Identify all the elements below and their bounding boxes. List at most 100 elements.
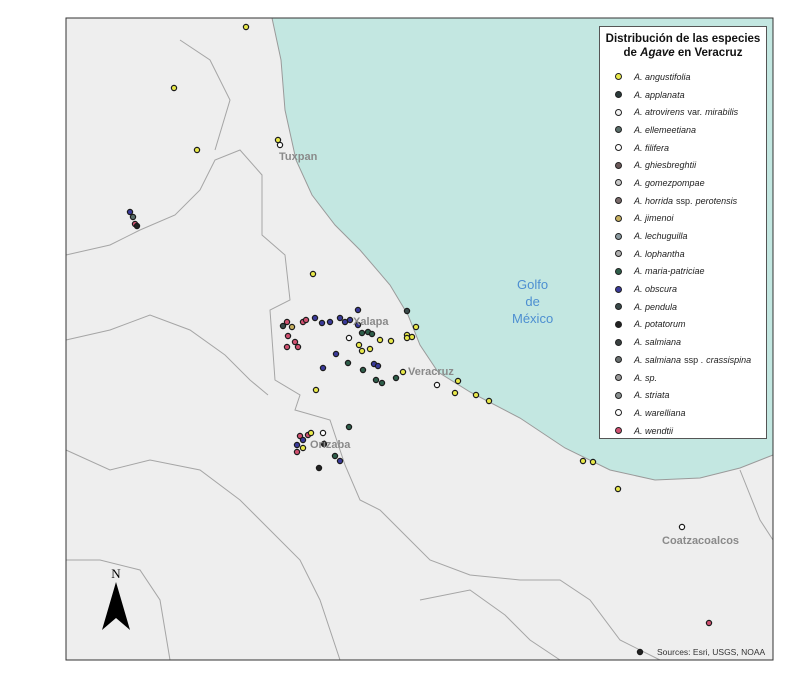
occurrence-point <box>288 323 296 331</box>
species-name: A. sp. <box>634 372 658 383</box>
occurrence-point <box>326 318 334 326</box>
legend-item: A. jimenoi <box>600 210 766 228</box>
species-name: A. striata <box>634 390 670 401</box>
occurrence-point <box>344 359 352 367</box>
occurrence-point <box>372 376 380 384</box>
occurrence-point <box>318 319 326 327</box>
occurrence-point <box>129 213 137 221</box>
map-frame <box>65 17 774 661</box>
occurrence-point <box>293 448 301 456</box>
occurrence-point <box>403 307 411 315</box>
legend-symbol-icon <box>615 108 622 116</box>
occurrence-point <box>354 321 362 329</box>
legend-symbol-icon <box>615 73 622 81</box>
legend-item: A. salmiana ssp . crassispina <box>600 351 766 369</box>
occurrence-point <box>387 337 395 345</box>
sources-attribution: Sources: Esri, USGS, NOAA <box>657 647 766 657</box>
species-name: A. potatorum <box>634 319 686 330</box>
occurrence-point <box>579 457 587 465</box>
legend-item: A. filifera <box>600 139 766 157</box>
legend-symbol-icon <box>615 303 622 311</box>
occurrence-point <box>358 329 366 337</box>
legend-item: A. angustifolia <box>600 68 766 86</box>
legend-item: A. maria-patriciae <box>600 263 766 281</box>
legend-item: A. obscura <box>600 280 766 298</box>
occurrence-points <box>126 23 713 656</box>
occurrence-point <box>359 366 367 374</box>
occurrence-point <box>589 458 597 466</box>
occurrence-point <box>193 146 201 154</box>
legend-symbol-icon <box>615 197 622 205</box>
legend-symbol-icon <box>615 427 622 435</box>
occurrence-point <box>312 386 320 394</box>
occurrence-point <box>283 343 291 351</box>
north-label: N <box>111 566 121 581</box>
occurrence-point <box>319 429 327 437</box>
occurrence-point <box>291 338 299 346</box>
species-name: A. lophantha <box>634 248 685 259</box>
species-name: A. ellemeetiana <box>634 124 697 135</box>
occurrence-point <box>293 441 301 449</box>
legend-item: A. ghiesbreghtii <box>600 156 766 174</box>
legend-title-genus: Agave <box>640 47 675 59</box>
occurrence-point <box>311 314 319 322</box>
occurrence-point <box>279 322 287 330</box>
species-name: A. horrida ssp. perotensis <box>634 195 738 206</box>
legend-symbol-icon <box>615 91 622 99</box>
legend-title-post: en Veracruz <box>674 47 743 59</box>
occurrence-point <box>332 350 340 358</box>
occurrence-point <box>242 23 250 31</box>
species-name: A. atrovirens var. mirabilis <box>634 107 739 118</box>
occurrence-point <box>433 381 441 389</box>
occurrence-point <box>284 332 292 340</box>
species-name: A. pendula <box>634 301 678 312</box>
species-name: A. jimenoi <box>634 213 674 224</box>
legend-symbol-icon <box>615 374 622 382</box>
gulf-line1: Golfo <box>517 277 549 292</box>
occurrence-point <box>307 429 315 437</box>
occurrence-point <box>276 141 284 149</box>
occurrence-point <box>355 341 363 349</box>
occurrence-point <box>331 452 339 460</box>
occurrence-point <box>376 336 384 344</box>
occurrence-point <box>636 648 644 656</box>
occurrence-point <box>302 316 310 324</box>
occurrence-point <box>320 440 328 448</box>
gulf-line2: de <box>525 294 540 309</box>
label-gulf: Golfo de México <box>512 276 553 327</box>
occurrence-point <box>368 330 376 338</box>
occurrence-point <box>408 333 416 341</box>
label-coatzacoalcos: Coatzacoalcos <box>662 535 740 547</box>
legend-symbol-icon <box>615 320 622 328</box>
legend-title: Distribución de las especies de Agave en… <box>600 32 766 60</box>
occurrence-point <box>705 619 713 627</box>
legend-title-pre: de <box>623 47 641 59</box>
occurrence-point <box>170 84 178 92</box>
legend-symbol-icon <box>615 250 622 258</box>
legend-item: A. warelliana <box>600 404 766 422</box>
label-tuxpan: Tuxpan <box>279 151 318 163</box>
species-name: A. filifera <box>634 142 670 153</box>
label-orizaba: Orizaba <box>310 439 351 451</box>
occurrence-point <box>126 208 134 216</box>
occurrence-point <box>354 306 362 314</box>
gulf-line3: México <box>512 311 554 326</box>
north-arrow: N <box>100 566 132 637</box>
legend-symbol-icon <box>615 391 622 399</box>
occurrence-point <box>133 222 141 230</box>
legend-item: A. salmiana <box>600 333 766 351</box>
occurrence-point <box>309 270 317 278</box>
occurrence-point <box>374 362 382 370</box>
occurrence-point <box>366 345 374 353</box>
occurrence-point <box>299 436 307 444</box>
occurrence-point <box>678 523 686 531</box>
occurrence-point <box>399 368 407 376</box>
species-name: A. maria-patriciae <box>634 266 705 277</box>
legend-symbol-icon <box>615 161 622 169</box>
legend-item: A. striata <box>600 386 766 404</box>
species-name: A. ghiesbreghtii <box>634 160 697 171</box>
species-name: A. obscura <box>634 284 678 295</box>
occurrence-point <box>283 318 291 326</box>
legend-symbol-icon <box>615 409 622 417</box>
legend-symbol-icon <box>615 338 622 346</box>
